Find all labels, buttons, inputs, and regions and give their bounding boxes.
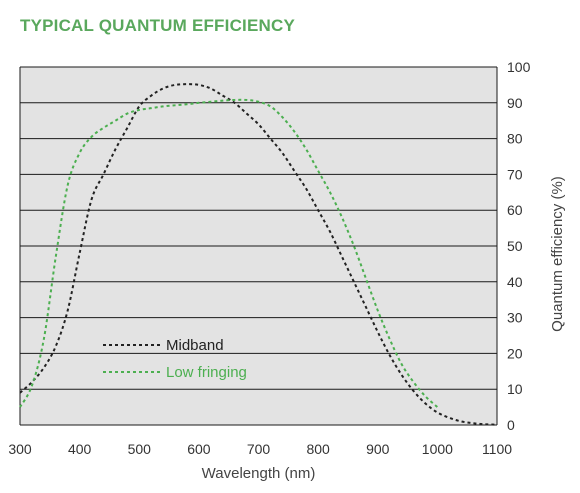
legend-label-midband: Midband xyxy=(166,337,224,354)
y-tick-50: 50 xyxy=(507,238,523,254)
y-tick-60: 60 xyxy=(507,202,523,218)
chart-title: TYPICAL QUANTUM EFFICIENCY xyxy=(20,16,296,35)
x-axis-label: Wavelength (nm) xyxy=(202,465,316,482)
y-tick-40: 40 xyxy=(507,274,523,290)
x-tick-400: 400 xyxy=(68,441,92,457)
y-axis-label: Quantum efficiency (%) xyxy=(549,176,566,332)
y-tick-30: 30 xyxy=(507,310,523,326)
x-tick-labels: 300 400 500 600 700 800 900 1000 1100 xyxy=(8,441,512,457)
legend: Midband Low fringing xyxy=(103,337,247,381)
x-tick-1100: 1100 xyxy=(482,441,512,457)
x-tick-300: 300 xyxy=(8,441,32,457)
y-tick-20: 20 xyxy=(507,345,523,361)
x-tick-1000: 1000 xyxy=(422,441,453,457)
y-tick-80: 80 xyxy=(507,131,523,147)
series-layer xyxy=(19,83,498,426)
y-tick-70: 70 xyxy=(507,166,523,182)
x-tick-600: 600 xyxy=(187,441,211,457)
y-tick-labels: 0 10 20 30 40 50 60 70 80 90 100 xyxy=(507,59,531,433)
y-tick-0: 0 xyxy=(507,417,515,433)
x-tick-700: 700 xyxy=(247,441,271,457)
x-tick-900: 900 xyxy=(366,441,390,457)
y-tick-100: 100 xyxy=(507,59,531,75)
series-line-low-fringing xyxy=(19,98,439,408)
legend-label-low-fringing: Low fringing xyxy=(166,364,247,381)
grid-lines xyxy=(19,66,498,426)
series-line-midband xyxy=(19,83,498,426)
y-tick-90: 90 xyxy=(507,95,523,111)
y-tick-10: 10 xyxy=(507,381,523,397)
x-tick-500: 500 xyxy=(128,441,152,457)
x-tick-800: 800 xyxy=(306,441,330,457)
